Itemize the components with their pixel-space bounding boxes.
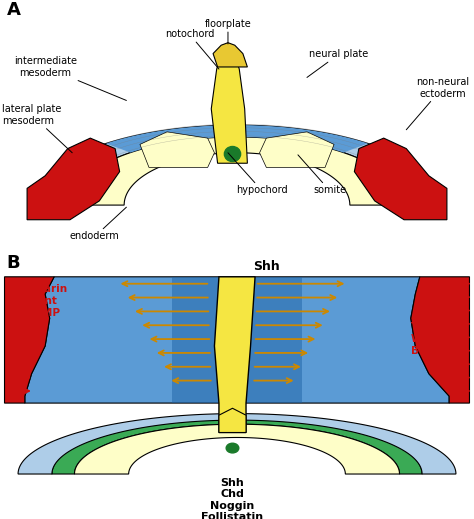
Polygon shape: [70, 137, 404, 205]
Polygon shape: [5, 277, 54, 403]
Text: somite: somite: [298, 155, 346, 196]
Text: notochord: notochord: [165, 29, 219, 69]
Polygon shape: [32, 133, 442, 213]
Polygon shape: [25, 277, 449, 403]
Text: endoderm: endoderm: [70, 207, 127, 241]
Polygon shape: [74, 424, 400, 474]
Text: Tiarin
Wnt
BMP: Tiarin Wnt BMP: [411, 322, 445, 356]
Circle shape: [224, 146, 241, 161]
Polygon shape: [27, 138, 119, 220]
Text: hypochord: hypochord: [228, 153, 288, 196]
Polygon shape: [140, 132, 214, 168]
Text: Shh
Chd
Noggin
Follistatin: Shh Chd Noggin Follistatin: [201, 477, 264, 519]
Polygon shape: [52, 417, 422, 474]
Text: neural plate: neural plate: [307, 49, 368, 77]
Text: Shh: Shh: [253, 260, 280, 273]
Text: intermediate
mesoderm: intermediate mesoderm: [14, 56, 127, 101]
Polygon shape: [32, 125, 442, 205]
Text: A: A: [7, 1, 21, 19]
Circle shape: [226, 443, 239, 453]
Text: floorplate: floorplate: [205, 19, 251, 44]
Polygon shape: [172, 277, 302, 403]
Polygon shape: [18, 414, 456, 474]
Polygon shape: [260, 132, 334, 168]
Polygon shape: [219, 408, 246, 432]
Text: non-neural
ectoderm: non-neural ectoderm: [406, 77, 469, 130]
Polygon shape: [411, 277, 469, 403]
Polygon shape: [211, 50, 247, 163]
Polygon shape: [213, 43, 247, 67]
Text: B: B: [7, 254, 20, 272]
Polygon shape: [355, 138, 447, 220]
Text: lateral plate
mesoderm: lateral plate mesoderm: [2, 104, 72, 153]
Polygon shape: [214, 277, 255, 432]
Polygon shape: [106, 125, 368, 153]
Text: Tiarin
Wnt
BMP: Tiarin Wnt BMP: [34, 284, 68, 318]
